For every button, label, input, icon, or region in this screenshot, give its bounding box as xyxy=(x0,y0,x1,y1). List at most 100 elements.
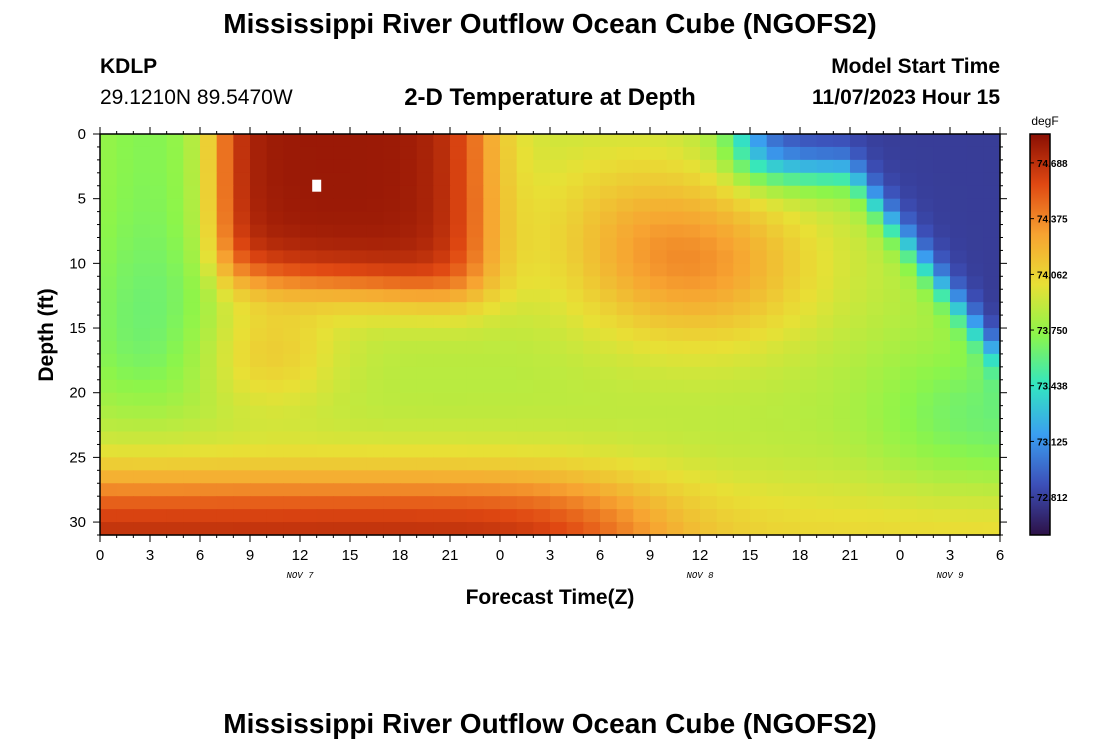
heatmap-cell xyxy=(766,431,784,446)
heatmap-cell xyxy=(500,496,518,510)
heatmap-cell xyxy=(833,237,851,252)
heatmap-cell xyxy=(316,392,334,407)
heatmap-cell xyxy=(783,134,801,148)
heatmap-cell xyxy=(983,224,1001,239)
heatmap-cell xyxy=(150,302,168,316)
heatmap-cell xyxy=(216,146,234,161)
x-tick-label: 6 xyxy=(996,547,1004,564)
heatmap-cell xyxy=(316,146,334,161)
heatmap-cell xyxy=(466,418,484,433)
heatmap-cell xyxy=(650,237,668,252)
heatmap-cell xyxy=(533,250,551,264)
heatmap-cell xyxy=(866,457,884,471)
heatmap-cell xyxy=(850,522,868,536)
heatmap-cell xyxy=(133,496,151,510)
heatmap-cell xyxy=(766,470,784,484)
heatmap-cell xyxy=(383,444,401,458)
heatmap-cell xyxy=(833,250,851,264)
heatmap-cell xyxy=(316,263,334,277)
heatmap-cell xyxy=(833,198,851,213)
heatmap-cell xyxy=(516,366,534,381)
heatmap-cell xyxy=(733,522,751,536)
heatmap-cell xyxy=(450,237,468,252)
heatmap-cell xyxy=(100,353,118,368)
heatmap-cell xyxy=(666,250,684,264)
heatmap-cell xyxy=(200,496,218,510)
heatmap-cell xyxy=(533,146,551,161)
heatmap-cell xyxy=(283,483,301,497)
heatmap-cell xyxy=(800,289,818,303)
heatmap-cell xyxy=(433,366,451,381)
heatmap-cell xyxy=(716,302,734,316)
heatmap-cell xyxy=(716,263,734,277)
heatmap-cell xyxy=(383,470,401,484)
heatmap-cell xyxy=(166,198,184,213)
heatmap-cell xyxy=(133,509,151,523)
heatmap-cell xyxy=(683,405,701,420)
heatmap-cell xyxy=(950,509,968,523)
heatmap-cell xyxy=(416,185,434,200)
x-axis-tick-labels: 0 3 6 9 12 15 18 21 0 3 6 9 12 15 18 21 0 3 6 xyxy=(96,547,1004,564)
colorbar xyxy=(1029,133,1051,536)
heatmap-cell xyxy=(933,315,951,329)
heatmap-cell xyxy=(816,483,834,497)
heatmap-cell xyxy=(266,315,284,329)
heatmap-cell xyxy=(816,211,834,226)
heatmap-cell xyxy=(333,366,351,381)
heatmap-cell xyxy=(900,483,918,497)
heatmap-cell xyxy=(266,276,284,290)
heatmap-cell xyxy=(916,483,934,497)
heatmap-cell xyxy=(216,224,234,239)
heatmap-cell xyxy=(466,263,484,277)
heatmap-cell xyxy=(516,483,534,497)
heatmap-cell xyxy=(950,353,968,368)
heatmap-cell xyxy=(216,263,234,277)
heatmap-cell xyxy=(483,302,501,316)
heatmap-cell xyxy=(200,315,218,329)
heatmap-cell xyxy=(850,496,868,510)
heatmap-cell xyxy=(683,353,701,368)
heatmap-cell xyxy=(466,340,484,355)
heatmap-cell xyxy=(283,159,301,174)
heatmap-cell xyxy=(483,276,501,290)
heatmap-cell xyxy=(233,470,251,484)
heatmap-cell xyxy=(916,289,934,303)
heatmap-cell xyxy=(516,444,534,458)
heatmap-cell xyxy=(416,483,434,497)
heatmap-cell xyxy=(216,392,234,407)
heatmap-cell xyxy=(266,340,284,355)
heatmap-cell xyxy=(283,379,301,394)
heatmap-cell xyxy=(116,457,134,471)
heatmap-cell xyxy=(400,353,418,368)
heatmap-cell xyxy=(333,431,351,446)
heatmap-cell xyxy=(450,185,468,200)
heatmap-cell xyxy=(650,146,668,161)
heatmap-cell xyxy=(850,328,868,342)
heatmap-cell xyxy=(150,328,168,342)
heatmap-cell xyxy=(816,366,834,381)
heatmap-cell xyxy=(866,250,884,264)
heatmap-cell xyxy=(583,470,601,484)
heatmap-cell xyxy=(133,134,151,148)
heatmap-cell xyxy=(850,224,868,239)
heatmap-cell xyxy=(866,470,884,484)
heatmap-cell xyxy=(400,340,418,355)
heatmap-cell xyxy=(500,159,518,174)
heatmap-cell xyxy=(100,315,118,329)
heatmap-cell xyxy=(533,185,551,200)
heatmap-cell xyxy=(950,134,968,148)
heatmap-cell xyxy=(200,237,218,252)
heatmap-cell xyxy=(950,392,968,407)
heatmap-cell xyxy=(800,457,818,471)
heatmap-cell xyxy=(900,263,918,277)
heatmap-cell xyxy=(100,237,118,252)
heatmap-cell xyxy=(716,379,734,394)
heatmap-cell xyxy=(916,302,934,316)
heatmap-cell xyxy=(433,431,451,446)
heatmap-cell xyxy=(966,483,984,497)
heatmap-cell xyxy=(783,392,801,407)
heatmap-cell xyxy=(433,340,451,355)
heatmap-cell xyxy=(700,185,718,200)
heatmap-cell xyxy=(866,302,884,316)
heatmap-cell xyxy=(816,431,834,446)
